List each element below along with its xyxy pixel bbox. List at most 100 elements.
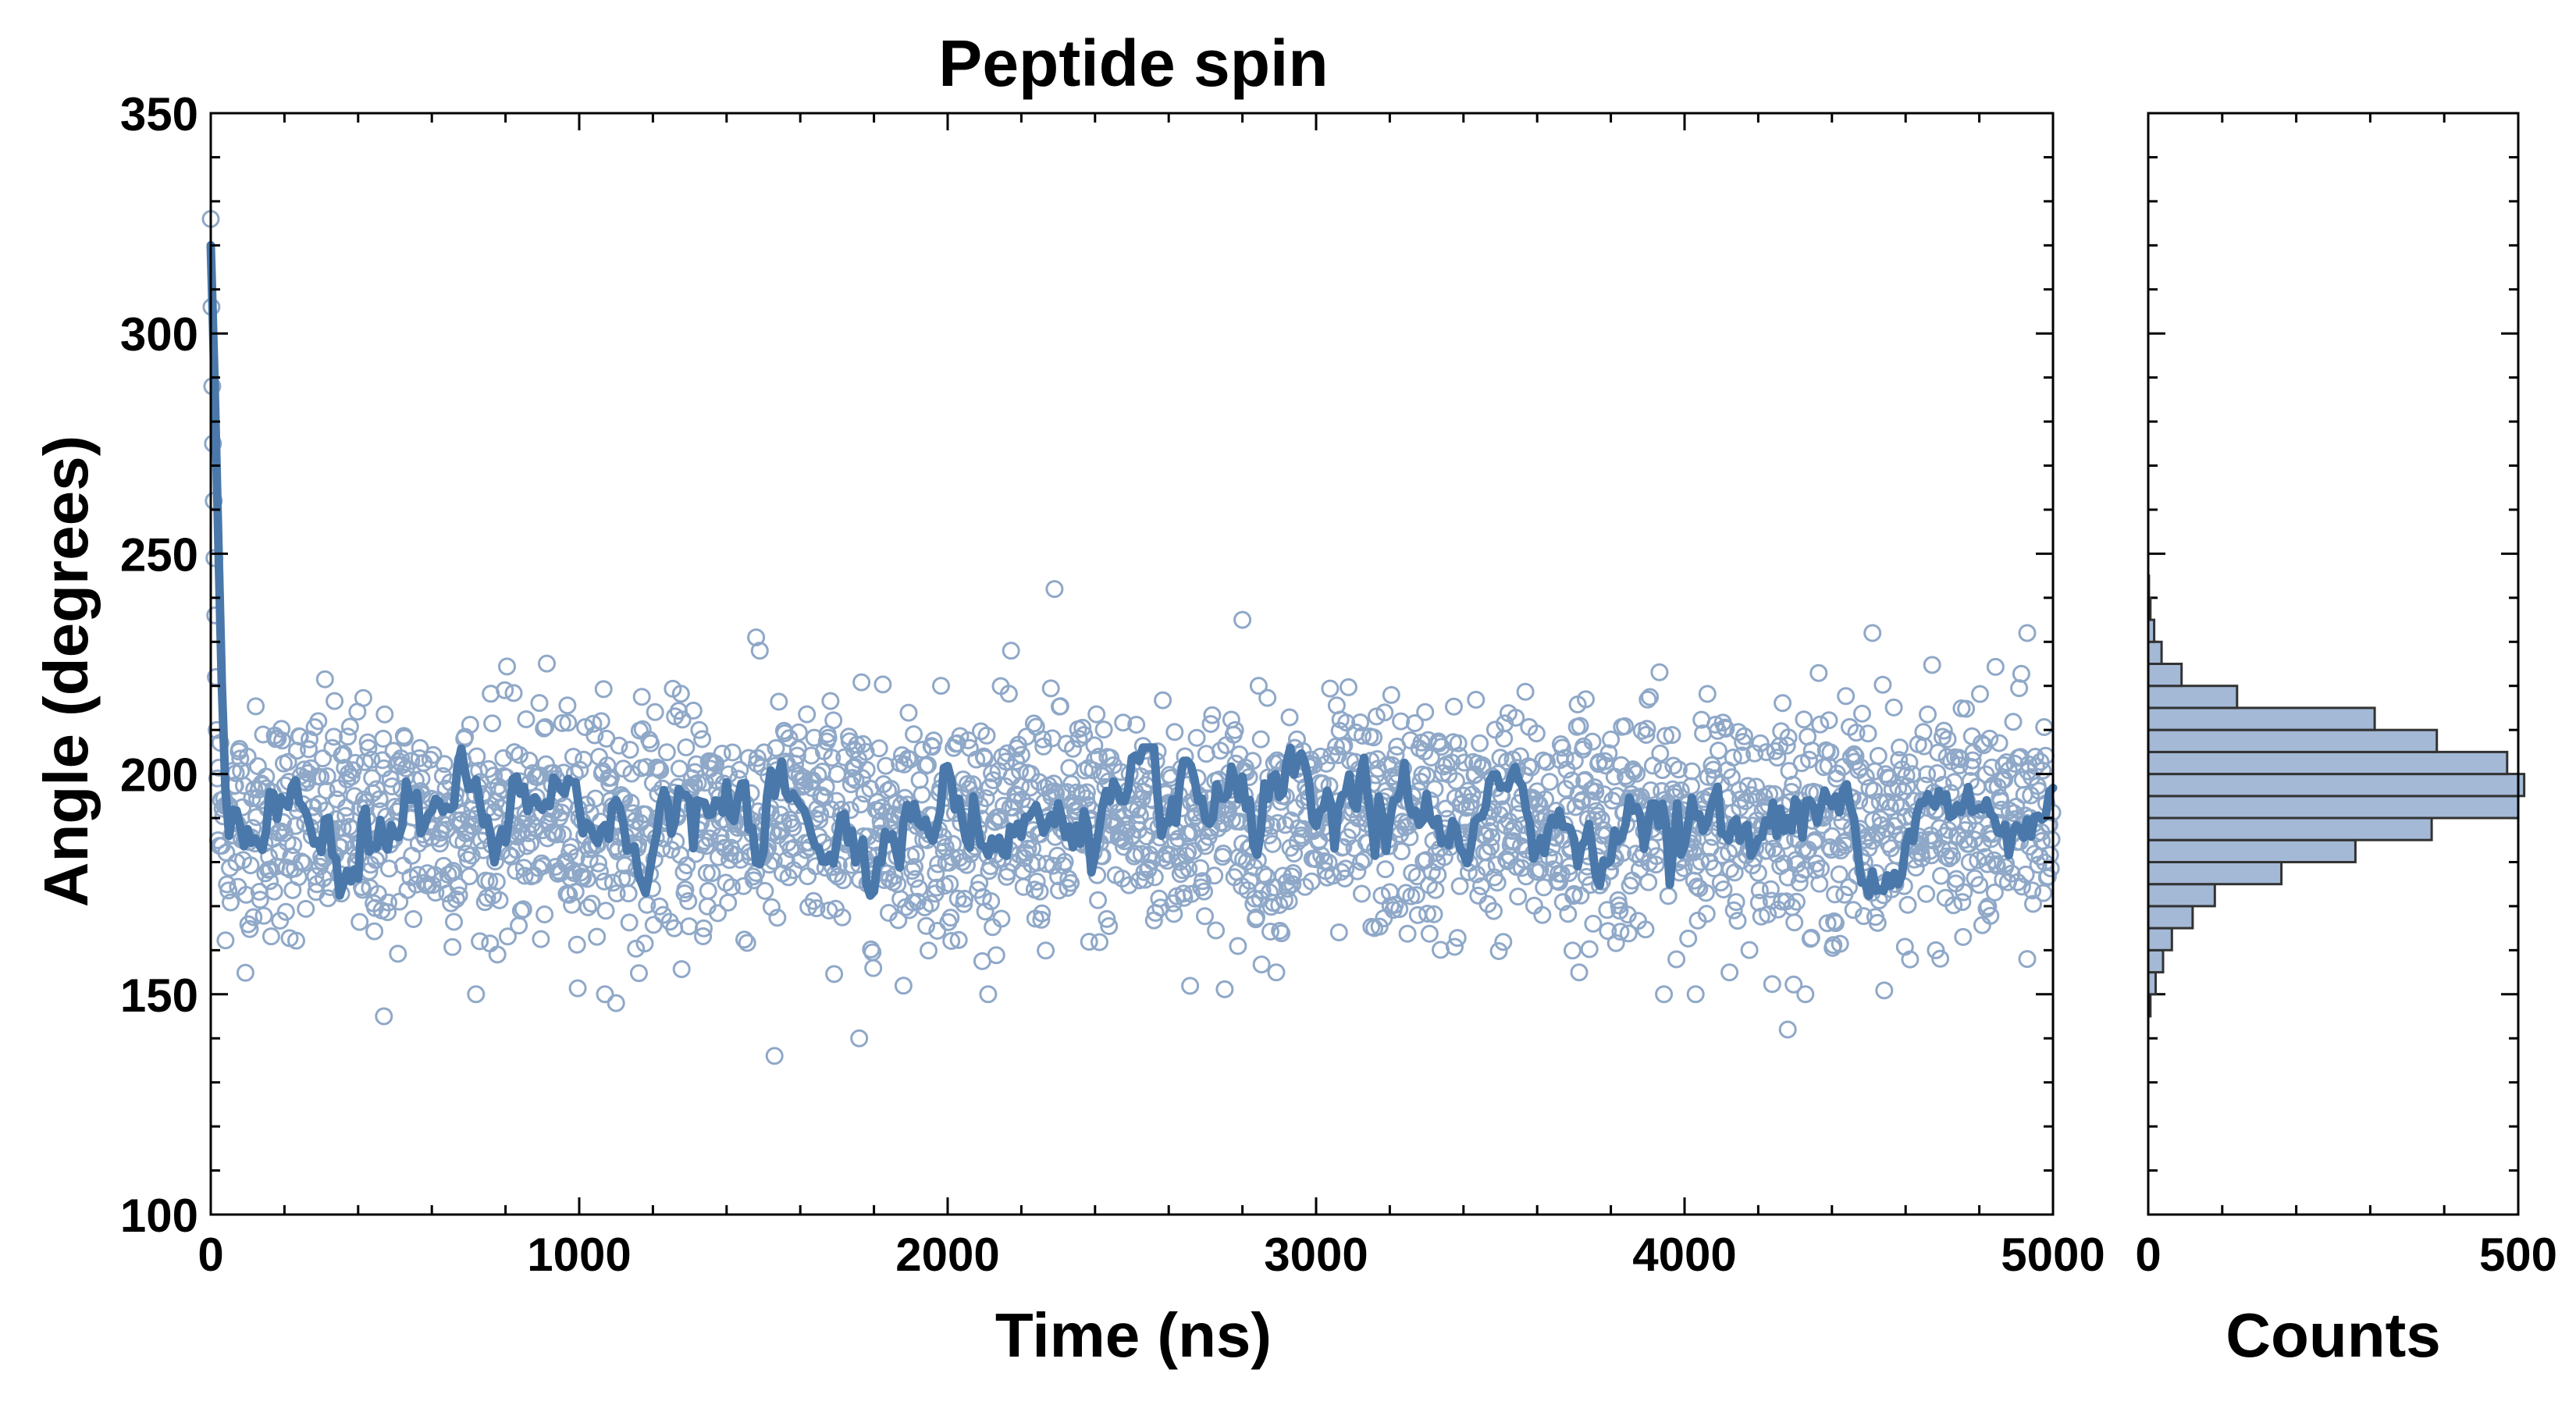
data-point [248, 757, 267, 776]
data-point [592, 712, 610, 731]
data-point [857, 760, 876, 779]
data-point [1251, 730, 1270, 749]
data-point [1917, 884, 1936, 903]
data-point [2010, 679, 2029, 698]
data-point [402, 752, 421, 770]
data-point [575, 750, 593, 769]
data-point [1800, 750, 1818, 769]
data-point [1725, 863, 1744, 882]
data-point [877, 756, 895, 775]
data-point [1788, 892, 1806, 911]
data-point [610, 736, 628, 755]
data-point [1294, 820, 1313, 838]
data-point [1267, 963, 1286, 982]
data-point [1664, 756, 1683, 775]
data-point [1831, 841, 1850, 860]
data-point [1285, 845, 1304, 863]
data-point [1516, 682, 1535, 701]
data-point [257, 767, 276, 786]
x-tick-label: 5000 [2001, 1229, 2105, 1281]
data-point [622, 764, 641, 783]
data-point [1123, 826, 1142, 845]
data-point [1768, 749, 1787, 767]
data-point [424, 745, 443, 764]
data-point [393, 856, 412, 875]
data-point [1894, 782, 1912, 801]
data-point [768, 909, 787, 927]
data-point [1261, 923, 1279, 941]
data-point [1698, 685, 1717, 703]
data-point [548, 825, 567, 844]
data-point [680, 917, 699, 936]
data-point [899, 703, 918, 722]
data-point [244, 908, 263, 927]
histogram-bar [2147, 883, 2216, 908]
data-point [1495, 729, 1514, 748]
data-point [791, 851, 809, 869]
data-point [1284, 864, 1303, 882]
data-point [855, 784, 873, 803]
data-point [942, 932, 961, 950]
data-point [1416, 702, 1435, 721]
data-point [756, 881, 774, 900]
data-point [596, 985, 614, 1004]
data-point [894, 976, 913, 995]
data-point [762, 898, 781, 916]
data-point [1244, 752, 1262, 770]
data-point [284, 836, 303, 855]
data-point [1599, 922, 1617, 941]
data-point [1641, 688, 1660, 706]
data-point [1258, 688, 1277, 707]
data-point [843, 769, 862, 788]
data-point [1570, 963, 1589, 982]
data-point [602, 768, 621, 787]
data-point [1727, 893, 1745, 912]
data-point [767, 738, 785, 757]
data-point [613, 870, 632, 888]
data-point [318, 767, 336, 785]
data-point [1496, 714, 1514, 733]
data-point [241, 856, 260, 875]
data-point [1430, 734, 1449, 752]
data-point [621, 793, 640, 812]
data-point [1062, 873, 1080, 892]
data-point [488, 945, 507, 964]
data-point [375, 705, 394, 724]
data-point [684, 701, 703, 720]
data-point [553, 825, 572, 844]
data-point [520, 751, 539, 770]
data-point [1574, 737, 1593, 756]
data-point [437, 820, 456, 839]
data-point [273, 731, 292, 750]
data-point [1196, 907, 1214, 926]
data-point [1064, 739, 1082, 758]
histogram-bar [2147, 795, 2520, 820]
data-point [1268, 813, 1287, 832]
data-point [833, 908, 852, 927]
data-point [1087, 705, 1106, 724]
data-point [571, 760, 589, 779]
data-point [817, 777, 835, 796]
data-point [1802, 928, 1820, 947]
data-point [1517, 867, 1535, 886]
data-point [1624, 763, 1643, 781]
data-point [1191, 859, 1210, 877]
data-point [379, 903, 397, 922]
data-point [1663, 726, 1681, 745]
data-point [1704, 760, 1723, 779]
data-point [1421, 749, 1440, 767]
data-point [873, 675, 892, 694]
data-point [1390, 900, 1409, 919]
data-point [1211, 742, 1229, 760]
data-point [750, 642, 769, 660]
data-point [1577, 690, 1595, 709]
data-point [362, 750, 381, 769]
data-point [287, 931, 305, 950]
data-point [568, 979, 587, 998]
data-point [247, 808, 265, 827]
data-point [1354, 727, 1372, 745]
histogram-bar [2147, 838, 2357, 864]
data-point [290, 727, 309, 746]
data-point [1372, 886, 1391, 905]
data-point [485, 767, 503, 785]
